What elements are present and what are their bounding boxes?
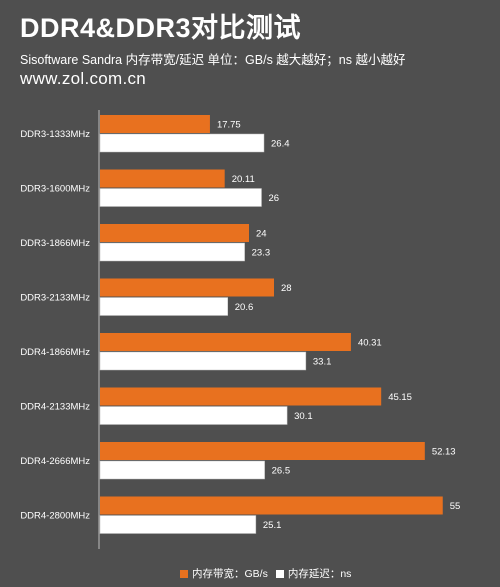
bandwidth-bar xyxy=(100,224,249,242)
latency-value-label: 30.1 xyxy=(294,411,313,422)
category-label: DDR4-2133MHz xyxy=(20,402,90,413)
bandwidth-value-label: 40.31 xyxy=(358,338,382,349)
chart-legend: 内存带宽：GB/s 内存延迟：ns xyxy=(180,566,359,581)
category-label: DDR4-1866MHz xyxy=(20,347,90,358)
bandwidth-bar xyxy=(100,333,351,351)
latency-bar xyxy=(99,515,257,534)
latency-bar xyxy=(99,351,307,371)
legend-item-bandwidth: 内存带宽：GB/s xyxy=(180,566,268,581)
latency-value-label: 26.5 xyxy=(272,466,291,477)
latency-bar xyxy=(99,406,288,425)
latency-bar xyxy=(99,460,265,480)
chart-title: DDR4&DDR3对比测试 xyxy=(20,13,302,43)
category-label: DDR3-1600MHz xyxy=(20,184,90,195)
category-label: DDR4-2800MHz xyxy=(20,511,90,522)
bandwidth-bar xyxy=(100,278,274,297)
bandwidth-bar xyxy=(100,442,425,460)
legend-swatch-latency xyxy=(275,569,284,578)
latency-bar xyxy=(99,133,265,153)
legend-label-latency: 内存延迟：ns xyxy=(287,568,352,580)
bandwidth-value-label: 24 xyxy=(256,229,267,240)
bandwidth-value-label: 55 xyxy=(450,501,461,512)
bandwidth-bar xyxy=(100,387,382,406)
category-label: DDR3-2133MHz xyxy=(20,293,90,304)
chart-subtitle: Sisoftware Sandra 内存带宽/延迟 单位：GB/s 越大越好；n… xyxy=(20,53,406,67)
latency-value-label: 25.1 xyxy=(263,520,282,531)
bandwidth-value-label: 28 xyxy=(281,283,292,294)
bar-chart: DDR3-1333MHz 17.75 26.4 DDR3-1600MHz 20.11 26… xyxy=(20,110,461,549)
latency-value-label: 20.6 xyxy=(235,302,254,313)
latency-value-label: 26 xyxy=(269,193,280,204)
legend-item-latency: 内存延迟：ns xyxy=(275,566,352,581)
category-label: DDR4-2666MHz xyxy=(20,456,90,467)
category-label: DDR3-1333MHz xyxy=(20,129,90,140)
latency-bar xyxy=(99,242,245,262)
bandwidth-bar xyxy=(100,496,443,515)
latency-value-label: 26.4 xyxy=(271,139,290,150)
bandwidth-bar xyxy=(100,115,210,133)
bandwidth-value-label: 52.13 xyxy=(432,447,456,458)
latency-bar xyxy=(99,188,262,207)
bandwidth-bar xyxy=(100,169,225,188)
source-website: www.zol.com.cn xyxy=(20,69,147,88)
legend-label-bandwidth: 内存带宽：GB/s xyxy=(192,568,268,580)
latency-value-label: 33.1 xyxy=(313,357,332,368)
bandwidth-value-label: 20.11 xyxy=(232,174,255,185)
bandwidth-value-label: 45.15 xyxy=(388,392,412,403)
latency-value-label: 23.3 xyxy=(252,248,271,259)
bandwidth-value-label: 17.75 xyxy=(217,120,241,131)
latency-bar xyxy=(99,297,228,316)
legend-swatch-bandwidth xyxy=(180,569,188,578)
category-label: DDR3-1866MHz xyxy=(20,238,90,249)
